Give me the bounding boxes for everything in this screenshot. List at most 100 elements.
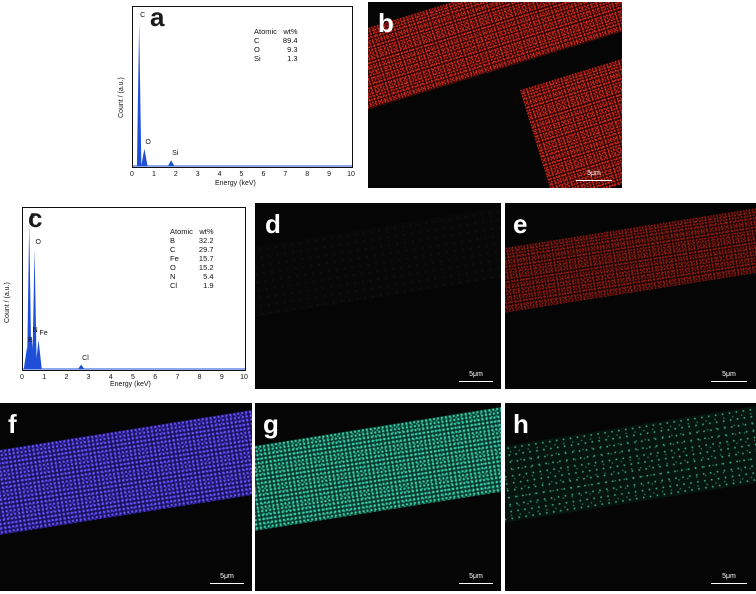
fiber-f	[0, 403, 252, 536]
fiber-b-2	[520, 46, 622, 188]
x-axis-title-c: Energy (keV)	[110, 381, 151, 388]
scalebar-label-f: 5μm	[220, 573, 234, 580]
table-a-header-wt: wt%	[283, 27, 298, 36]
spectrum-peak-o	[141, 148, 148, 166]
scalebar-label-b: 5μm	[587, 170, 601, 177]
x-tick-label: 8	[305, 171, 310, 178]
panel-c-letter: c	[28, 205, 43, 233]
panel-b-map: b 5μm	[368, 2, 622, 188]
x-tick-label: 4	[217, 171, 222, 178]
peak-label-c: C	[30, 213, 36, 220]
x-tick-label: 8	[197, 374, 202, 381]
scalebar-label-e: 5μm	[722, 371, 736, 378]
scalebar-label-g: 5μm	[469, 573, 483, 580]
panel-a-letter: a	[150, 2, 165, 32]
x-tick-label: 9	[219, 374, 224, 381]
table-c-val-2: 15.7	[198, 254, 214, 263]
peak-label-o: O	[35, 239, 41, 247]
table-c-header-wt: wt%	[199, 227, 214, 236]
x-tick-label: 9	[327, 171, 332, 178]
composition-table-a: Atomic wt% C 89.4 O 9.3 Si 1.3	[254, 27, 298, 63]
x-tick-label: 4	[108, 374, 113, 381]
panel-f-letter: f	[8, 409, 17, 439]
x-tick-label: 2	[173, 171, 178, 178]
spectrum-peak-o	[32, 249, 37, 369]
x-tick-label: 0	[20, 374, 24, 381]
table-c-el-0: B	[170, 236, 176, 245]
panel-g-map: g 5μm	[255, 403, 501, 591]
peak-label-si: Si	[172, 150, 179, 158]
scalebar-h	[711, 583, 747, 584]
table-a-el-2: Si	[254, 54, 261, 63]
x-axis-title-a: Energy (keV)	[215, 180, 256, 187]
x-tick-label: 3	[86, 374, 91, 381]
spectrum-peak-cl	[77, 364, 85, 369]
spectrum-a-svg	[133, 22, 352, 167]
panel-b-letter: b	[378, 8, 394, 38]
panel-c-spectrum: c 0 1 2 3 4 5 6 7 8 9 10 Energy (keV) Count / (a.u…	[0, 205, 252, 391]
x-tick-label: 3	[195, 171, 200, 178]
table-c-header-atomic: Atomic	[170, 227, 193, 236]
peak-label-c: C	[140, 12, 146, 19]
x-tick-label: 7	[283, 171, 288, 178]
table-a-val-0: 89.4	[282, 36, 298, 45]
table-c-el-4: N	[170, 272, 176, 281]
peak-label-cl: Cl	[82, 354, 89, 362]
fiber-d	[255, 203, 501, 321]
panel-e-letter: e	[513, 209, 528, 239]
x-tick-label: 0	[130, 171, 134, 178]
x-tick-label: 10	[240, 374, 248, 381]
panel-d-letter: d	[265, 209, 281, 239]
scalebar-g	[459, 583, 493, 584]
x-tick-label: 5	[239, 171, 244, 178]
scalebar-label-d: 5μm	[469, 371, 483, 378]
table-c-val-0: 32.2	[198, 236, 214, 245]
peak-label-n: N	[32, 326, 38, 334]
panel-g-letter: g	[263, 409, 279, 439]
table-c-val-3: 15.2	[198, 263, 214, 272]
spectrum-peak-fe	[35, 339, 42, 369]
table-a-el-1: O	[254, 45, 260, 54]
x-tick-label: 6	[261, 171, 266, 178]
table-c-val-5: 1.9	[203, 281, 214, 290]
fiber-g	[255, 403, 501, 532]
scalebar-label-h: 5μm	[722, 573, 736, 580]
table-a-val-2: 1.3	[287, 54, 298, 63]
plot-a-frame	[132, 6, 353, 168]
x-tick-label: 7	[175, 374, 180, 381]
x-tick-label: 1	[151, 171, 156, 178]
table-c-el-2: Fe	[170, 254, 179, 263]
table-a-el-0: C	[254, 36, 260, 45]
table-a-header-atomic: Atomic	[254, 27, 277, 36]
spectrum-peak-si	[167, 160, 175, 166]
peak-label-o: O	[145, 138, 151, 146]
spectrum-peak-c	[27, 223, 32, 369]
table-c-val-1: 29.7	[198, 245, 214, 254]
panel-e-map: e 5μm	[505, 203, 756, 389]
y-axis-title-a: Count / (a.u.)	[118, 77, 125, 118]
composition-table-c: Atomic wt% B 32.2 C 29.7 Fe 15.7 O 15.2 N 5.4 …	[170, 227, 214, 290]
spectrum-c-svg	[23, 223, 245, 370]
scalebar-e	[711, 381, 747, 382]
spectrum-peak-n	[28, 336, 35, 369]
x-tick-label: 2	[64, 374, 69, 381]
x-tick-label: 10	[347, 171, 355, 178]
panel-h-letter: h	[513, 409, 529, 439]
scalebar-d	[459, 381, 493, 382]
table-c-el-5: Cl	[170, 281, 178, 290]
table-c-el-3: O	[170, 263, 176, 272]
x-tick-label: 5	[131, 374, 135, 381]
scalebar-b	[576, 180, 612, 181]
scalebar-f	[210, 583, 244, 584]
table-a-val-1: 9.3	[287, 45, 298, 54]
panel-a-spectrum: a 0 1 2 3 4 5 6 7 8 9 10 Energy (keV) Count / (a.u…	[112, 0, 362, 192]
panel-d-map: d 5μm	[255, 203, 501, 389]
y-axis-title-c: Count / (a.u.)	[4, 282, 11, 323]
spectrum-peak-c	[136, 22, 142, 166]
x-tick-label: 1	[42, 374, 47, 381]
table-c-el-1: C	[170, 245, 176, 254]
x-tick-label: 6	[153, 374, 158, 381]
fiber-h	[505, 403, 756, 525]
table-c-val-4: 5.4	[203, 272, 214, 281]
panel-h-map: h 5μm	[505, 403, 756, 591]
